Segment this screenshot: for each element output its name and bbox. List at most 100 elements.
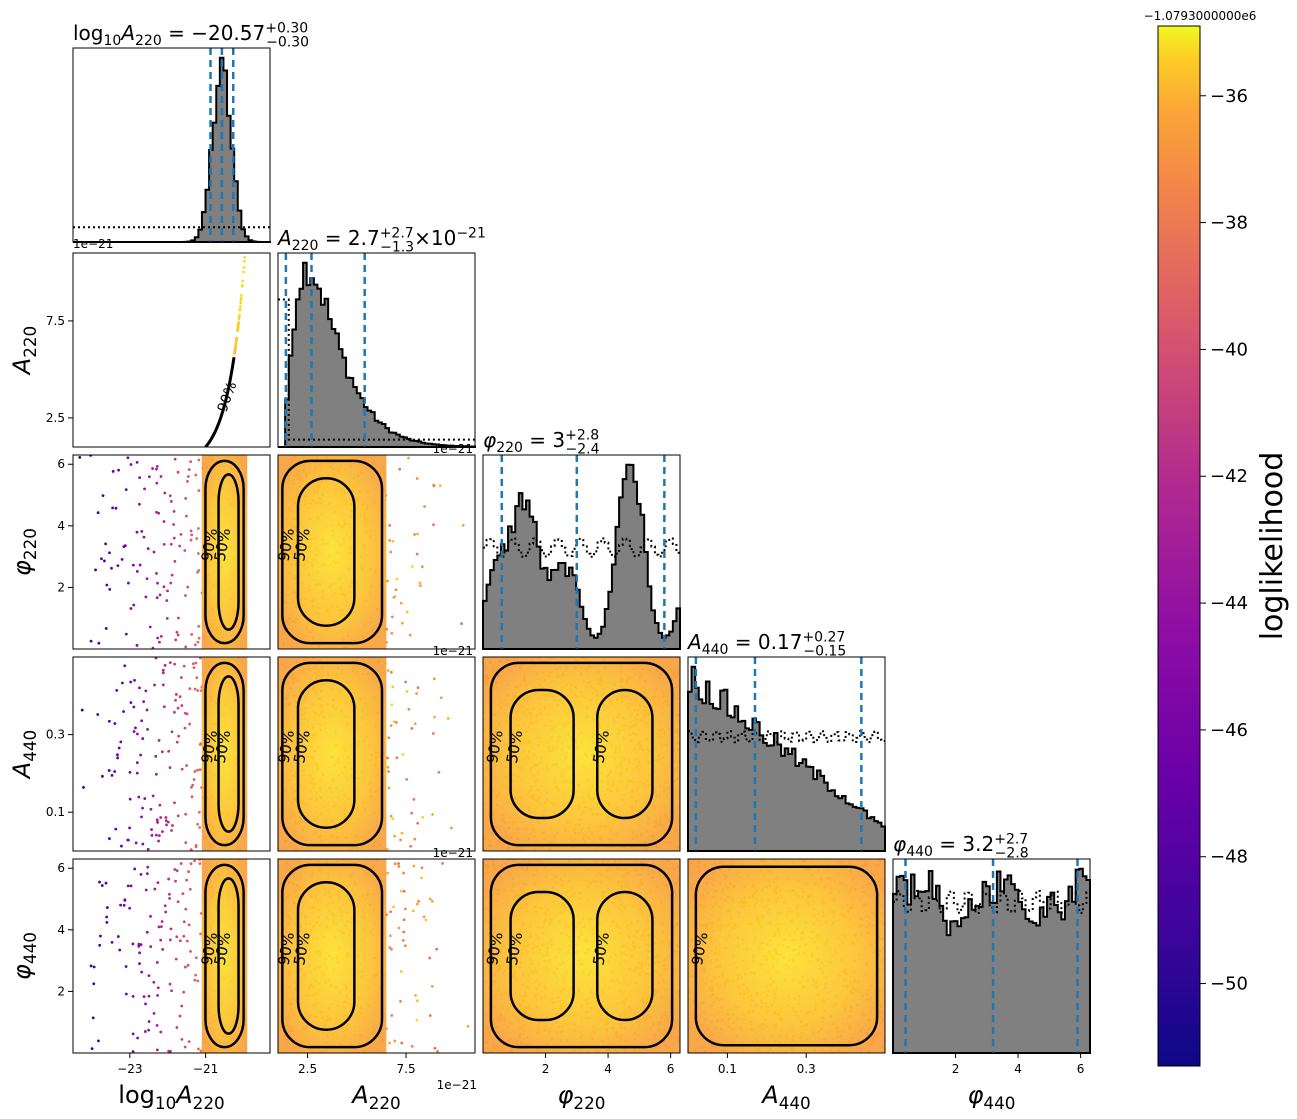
sample-point	[399, 970, 403, 973]
sample-point	[416, 821, 420, 825]
sample-point	[118, 948, 122, 952]
sample-point	[176, 900, 180, 904]
hist-title-phi440: φ440​ = 3.2+2.7−2.8​	[893, 831, 1029, 861]
sample-point	[164, 819, 168, 823]
sample-point	[111, 506, 114, 510]
sample-point	[405, 690, 409, 693]
sample-point	[154, 755, 158, 758]
sample-point	[165, 823, 168, 827]
sample-point	[197, 489, 201, 492]
sample-point	[402, 918, 406, 922]
sample-point	[399, 999, 402, 1003]
sample-point	[111, 465, 114, 468]
sample-point	[154, 657, 158, 660]
sample-point	[186, 585, 190, 589]
sample-point	[177, 461, 180, 464]
sample-point	[251, 135, 254, 138]
sample-point	[239, 301, 243, 305]
sample-point	[249, 172, 252, 175]
sample-point	[176, 461, 179, 464]
sample-point	[446, 717, 450, 720]
sample-point	[413, 722, 417, 726]
sample-point	[152, 464, 155, 467]
contour-label: 90%	[198, 931, 222, 967]
sample-point	[94, 465, 97, 468]
sample-point	[390, 703, 394, 707]
sample-point	[202, 448, 205, 451]
sample-point	[410, 811, 414, 815]
sample-point	[198, 452, 201, 455]
contour-50	[596, 890, 654, 1022]
sample-point	[193, 455, 196, 458]
sample-point	[172, 462, 175, 465]
sample-point	[186, 458, 189, 461]
panel-frame	[72, 252, 271, 448]
sample-point	[238, 304, 242, 308]
sample-point	[198, 768, 202, 772]
sample-point	[105, 915, 109, 919]
sample-point	[105, 920, 109, 924]
sample-point	[428, 956, 432, 960]
sample-point	[410, 1044, 414, 1048]
sample-point	[187, 1040, 191, 1044]
sample-point	[184, 459, 187, 462]
sample-point	[152, 550, 156, 554]
sample-point	[246, 219, 249, 222]
hist-panel-logA220: log10​A220​ = −20.57+0.30−0.30​	[72, 20, 309, 243]
sample-point	[180, 460, 183, 463]
sample-point	[251, 133, 254, 136]
sample-point	[124, 488, 128, 492]
sample-point	[257, 0, 260, 1]
sample-point	[152, 464, 155, 467]
panel-frame	[277, 656, 476, 852]
sample-point	[162, 705, 166, 709]
sample-point	[395, 577, 399, 581]
sample-point	[391, 539, 395, 543]
sample-point	[150, 833, 154, 837]
sample-point	[189, 862, 193, 866]
scatter-panel-logA220-phi220: 90%50%	[72, 454, 271, 650]
sample-point	[112, 465, 115, 468]
sample-point	[101, 494, 105, 498]
sample-point	[180, 767, 184, 771]
sample-point	[415, 902, 419, 906]
sample-point	[404, 907, 407, 911]
sample-point	[168, 896, 171, 900]
sample-point	[133, 867, 137, 871]
sample-point	[168, 463, 171, 466]
sample-point	[153, 464, 156, 467]
sample-point	[199, 657, 202, 660]
sample-point	[193, 978, 197, 982]
sample-point	[124, 632, 128, 636]
sample-point	[174, 698, 177, 702]
sample-point	[190, 457, 193, 460]
sample-point	[153, 464, 156, 467]
sample-point	[155, 833, 158, 837]
sample-point	[195, 537, 199, 540]
sample-point	[164, 816, 168, 819]
density-core	[483, 657, 680, 851]
sample-point	[184, 459, 187, 462]
sample-point	[137, 942, 141, 946]
sample-point	[233, 348, 237, 352]
sample-point	[172, 462, 175, 465]
sample-point	[167, 463, 170, 466]
sample-point	[188, 458, 191, 461]
sample-point	[252, 106, 255, 109]
sample-point	[173, 868, 177, 871]
sample-point	[155, 818, 159, 822]
sample-point	[201, 449, 204, 452]
contour-90	[281, 661, 384, 847]
sample-point	[155, 1024, 159, 1027]
contour-label: 50%	[503, 931, 527, 967]
sample-point	[155, 481, 159, 485]
sample-point	[171, 462, 174, 465]
sample-point	[131, 1050, 135, 1053]
sample-point	[138, 465, 141, 468]
sample-point	[247, 201, 250, 204]
sample-point	[138, 465, 141, 468]
contour-label: 90%	[215, 380, 241, 415]
scatter-panel-logA220-phi440: 90%50%	[72, 858, 271, 1054]
sample-point	[401, 939, 405, 942]
sample-point	[149, 914, 152, 918]
